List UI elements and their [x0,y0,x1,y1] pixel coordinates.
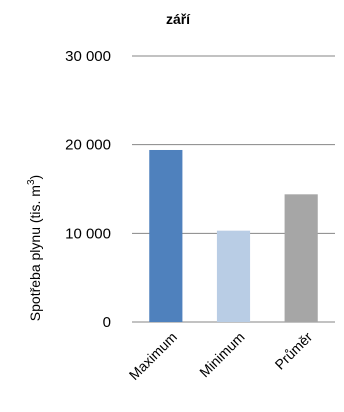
bars [149,149,318,322]
y-tick-label: 10 000 [65,225,111,242]
x-category-label: Maximum [126,329,180,383]
x-category-labels: Maximum Minimum Průměr [126,329,316,383]
y-tick-label: 0 [103,314,111,331]
bar-maximum [149,149,183,322]
x-category-label: Průměr [272,329,316,373]
y-axis-label: Spotřeba plynu (tis. m3) [26,175,43,321]
chart-title: září [166,11,191,27]
y-tick-label: 30 000 [65,48,111,65]
y-tick-labels: 0 10 000 20 000 30 000 [65,48,111,331]
y-tick-label: 20 000 [65,137,111,154]
bar-průměr [284,194,318,322]
x-category-label: Minimum [196,329,247,380]
bar-minimum [216,230,251,322]
